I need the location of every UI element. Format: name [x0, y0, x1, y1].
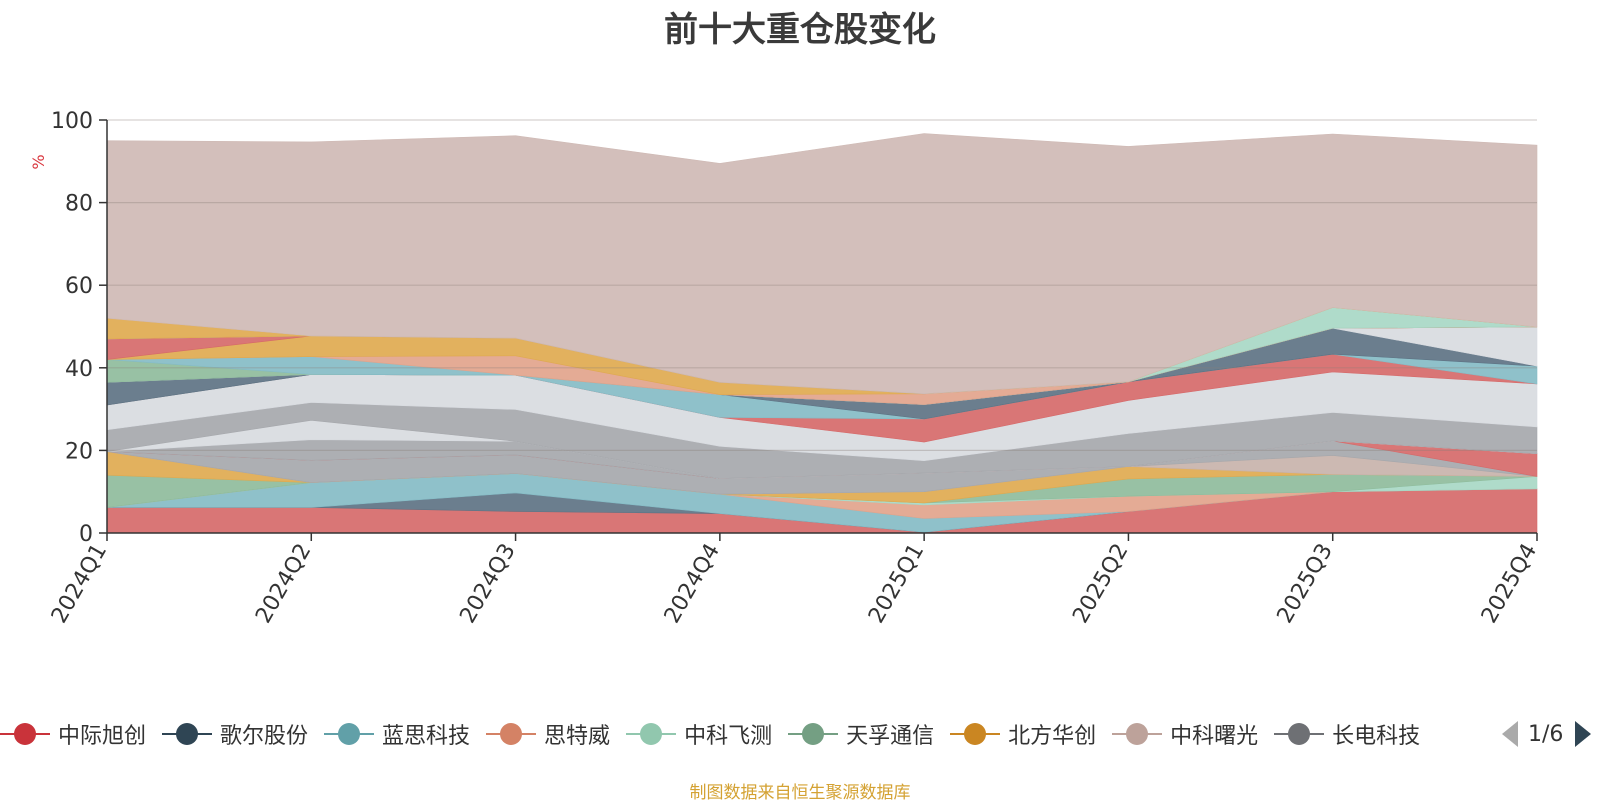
- legend-label: 天孚通信: [846, 724, 935, 749]
- legend-marker-icon: [626, 723, 677, 745]
- legend-item[interactable]: 中际旭创: [0, 712, 146, 756]
- y-tick-label: 40: [65, 357, 93, 382]
- legend-label: 北方华创: [1008, 724, 1097, 749]
- chart-plot: 0 20 40 60 80 100 2024Q1 2024Q2 2024Q3 2024Q4 2025…: [29, 109, 1542, 628]
- y-tick-label: 80: [65, 192, 93, 217]
- x-tick-label: 2024Q1: [47, 540, 112, 628]
- legend-item[interactable]: 天孚通信: [788, 712, 934, 756]
- legend-label: 中科飞测: [684, 724, 773, 749]
- legend-prev-arrow-icon[interactable]: [1500, 719, 1520, 749]
- chart-title: 前十大重仓股变化: [664, 10, 936, 50]
- x-tick-label: 2024Q4: [660, 540, 725, 628]
- x-tick-label: 2025Q4: [1477, 540, 1542, 628]
- legend-label: 中科曙光: [1170, 724, 1259, 749]
- x-tick-label: 2024Q2: [251, 540, 316, 628]
- legend-marker-icon: [788, 723, 839, 745]
- y-tick-label: 0: [79, 522, 93, 547]
- legend-next-arrow-icon[interactable]: [1573, 719, 1593, 749]
- legend-item[interactable]: 长电科技: [1274, 712, 1420, 756]
- legend-marker-icon: [324, 723, 375, 745]
- x-tick-label: 2024Q3: [455, 540, 520, 628]
- legend-page-indicator: 1/6: [1528, 721, 1564, 747]
- legend-item[interactable]: 思特威: [486, 712, 610, 756]
- y-tick-label: 100: [51, 109, 93, 134]
- legend-item[interactable]: 中科飞测: [626, 712, 772, 756]
- legend-marker-icon: [486, 723, 537, 745]
- legend-item[interactable]: 北方华创: [950, 712, 1096, 756]
- area-layer: [106, 133, 1538, 534]
- y-axis-unit-label: %: [29, 154, 48, 169]
- legend-item[interactable]: 歌尔股份: [162, 712, 308, 756]
- legend-item[interactable]: 中科曙光: [1112, 712, 1258, 756]
- legend-marker-icon: [950, 723, 1001, 745]
- legend: 中际旭创 歌尔股份 蓝思科技 思特威 中科飞测 天孚通信 北方华创 中科曙光 长电科技: [0, 712, 1478, 756]
- legend-marker-icon: [0, 723, 50, 745]
- area-series-25: [106, 133, 1538, 395]
- y-tick-label: 60: [65, 274, 93, 299]
- legend-label: 中际旭创: [58, 724, 147, 749]
- legend-label: 歌尔股份: [220, 724, 309, 749]
- y-tick-label: 20: [65, 439, 93, 464]
- legend-item[interactable]: 蓝思科技: [324, 712, 470, 756]
- legend-marker-icon: [162, 723, 213, 745]
- legend-label: 长电科技: [1332, 724, 1421, 749]
- legend-marker-icon: [1112, 723, 1163, 745]
- gridlines: [107, 119, 1537, 451]
- x-tick-label: 2025Q2: [1068, 540, 1133, 628]
- data-source-note: 制图数据来自恒生聚源数据库: [689, 783, 911, 803]
- x-tick-label: 2025Q3: [1273, 540, 1338, 628]
- x-tick-label: 2025Q1: [864, 540, 929, 628]
- legend-label: 思特威: [544, 724, 611, 749]
- legend-marker-icon: [1274, 723, 1325, 745]
- legend-label: 蓝思科技: [382, 724, 471, 749]
- legend-pager: 1/6: [1500, 716, 1600, 752]
